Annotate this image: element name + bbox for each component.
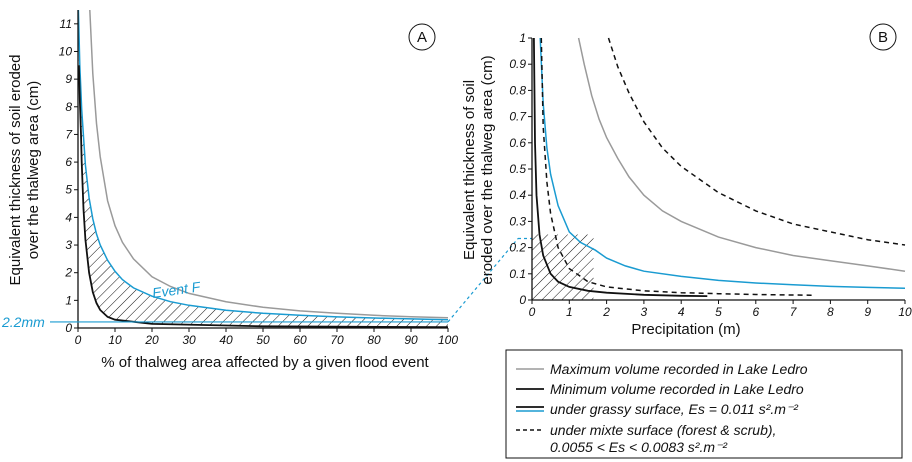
series-blue-line bbox=[539, 37, 906, 289]
panel-b-label-circle bbox=[869, 23, 897, 51]
panel-a-ytick-label: 7 bbox=[65, 127, 73, 141]
panel-a-ytick-label: 11 bbox=[60, 17, 72, 31]
panel-a-label-circle bbox=[408, 23, 436, 51]
legend-item-mixte-range: 0.0055 < Es < 0.0083 s².m⁻² bbox=[550, 439, 728, 455]
panel-a-xtick-label: 0 bbox=[75, 333, 82, 347]
panel-b-ytick-label: 0.4 bbox=[509, 188, 526, 202]
panel-a-xtick-label: 90 bbox=[404, 333, 418, 347]
legend-box bbox=[505, 349, 903, 459]
panel-a-ylabel-line1: Equivalent thickness of soil eroded bbox=[7, 55, 24, 286]
series-max-line bbox=[89, 9, 449, 319]
panel-a-xtick-label: 70 bbox=[330, 333, 344, 347]
series-gray-upper-line bbox=[577, 37, 906, 272]
legend-item-grassy: under grassy surface, Es = 0.011 s².m⁻² bbox=[550, 401, 799, 417]
panel-a-hatch-fill bbox=[78, 10, 449, 328]
panel-a-xlabel: % of thalweg area affected by a given fl… bbox=[101, 354, 429, 371]
panel-b-ytick-label: 0 bbox=[519, 293, 526, 307]
panel-a-ytick-label: 4 bbox=[65, 210, 72, 224]
panel-b-xtick-label: 8 bbox=[827, 305, 834, 319]
panel-b-ytick-label: 0.7 bbox=[509, 110, 527, 124]
legend-item-mixte: under mixte surface (forest & scrub), bbox=[550, 422, 776, 438]
legend-item-max: Maximum volume recorded in Lake Ledro bbox=[550, 361, 808, 377]
panel-b-ylabel-line1: Equivalent thickness of soil bbox=[461, 80, 478, 260]
panel-a-ytick-label: 2 bbox=[64, 266, 72, 280]
panel-a-ytick-label: 0 bbox=[65, 321, 72, 335]
panel-b-xlabel: Precipitation (m) bbox=[631, 321, 740, 338]
panel-b-ytick-label: 0.1 bbox=[509, 267, 526, 281]
panel-b-xtick-label: 3 bbox=[641, 305, 648, 319]
legend: Maximum volume recorded in Lake Ledro Mi… bbox=[505, 349, 903, 459]
panel-a-xtick-label: 40 bbox=[219, 333, 233, 347]
panel-b-xtick-label: 6 bbox=[752, 305, 759, 319]
legend-item-min: Minimum volume recorded in Lake Ledro bbox=[550, 381, 804, 397]
panel-b-xtick-label: 2 bbox=[602, 305, 610, 319]
panel-a-xtick-label: 10 bbox=[108, 333, 122, 347]
panel-a-xtick-label: 100 bbox=[438, 333, 458, 347]
panel-a-xtick-label: 50 bbox=[256, 333, 270, 347]
panel-b-xtick-label: 0 bbox=[529, 305, 536, 319]
panel-a-ytick-label: 6 bbox=[65, 155, 72, 169]
panel-a-xtick-label: 30 bbox=[182, 333, 196, 347]
panel-b-xtick-label: 9 bbox=[864, 305, 871, 319]
panel-a-ytick-label: 10 bbox=[59, 44, 73, 58]
panel-a-hatched-area bbox=[78, 10, 449, 328]
panel-a-ytick-label: 9 bbox=[65, 72, 72, 86]
event-f-label: Event F bbox=[151, 278, 202, 301]
panel-b-xtick-label: 10 bbox=[898, 305, 912, 319]
panel-a-ytick-label: 8 bbox=[65, 100, 72, 114]
series-black-line bbox=[533, 37, 708, 297]
series-event-f-line bbox=[77, 9, 449, 321]
panel-b-xtick-label: 7 bbox=[790, 305, 798, 319]
panel-b-xtick-label: 1 bbox=[566, 305, 573, 319]
panel-a-ytick-label: 1 bbox=[65, 293, 72, 307]
panel-b-ylabel-line2: eroded over the thalweg area (cm) bbox=[479, 55, 496, 284]
panel-a-ytick-label: 3 bbox=[65, 238, 72, 252]
series-dashed-upper-line bbox=[607, 37, 906, 246]
panel-b-xtick-label: 4 bbox=[678, 305, 685, 319]
panel-a-label: A bbox=[417, 29, 427, 46]
panel-b-ytick-label: 0.9 bbox=[509, 57, 526, 71]
panel-a-xtick-label: 80 bbox=[367, 333, 381, 347]
panel-b-xtick-label: 5 bbox=[715, 305, 722, 319]
panel-a-xtick-label: 20 bbox=[144, 333, 159, 347]
panel-b-ytick-label: 0.5 bbox=[509, 162, 526, 176]
panel-b-ytick-label: 0.3 bbox=[509, 214, 526, 228]
panel-b-ytick-label: 1 bbox=[519, 31, 526, 45]
threshold-label: 2.2mm bbox=[1, 314, 45, 330]
panel-a-ytick-label: 5 bbox=[65, 183, 72, 197]
panel-a-xtick-label: 60 bbox=[293, 333, 307, 347]
panel-b-ytick-label: 0.2 bbox=[509, 241, 526, 255]
panel-connector bbox=[447, 237, 532, 323]
panel-b-label: B bbox=[878, 29, 888, 46]
panel-b-ytick-label: 0.6 bbox=[509, 136, 526, 150]
panel-a-ylabel-line2: over the thalweg area (cm) bbox=[25, 81, 42, 259]
panel-a: 0 1 2 3 4 5 6 7 8 9 10 11 0 10 20 30 40 50 60 70 80 90 100 Ev… bbox=[1, 9, 458, 371]
panel-b: 0 0.1 0.2 0.3 0.4 0.5 0.6 0.7 0.8 0.9 1 0 1 2 3 4 5 6 7 8 9… bbox=[461, 23, 912, 338]
panel-b-ytick-label: 0.8 bbox=[509, 83, 526, 97]
